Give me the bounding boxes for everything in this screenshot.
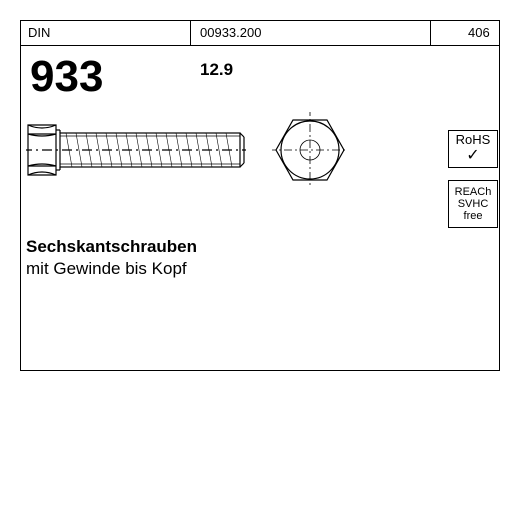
right-frame-line <box>499 46 500 370</box>
header-divider-2 <box>430 20 431 46</box>
header-right-value: 406 <box>468 25 490 40</box>
header-left-label: DIN <box>28 25 50 40</box>
bolt-side-view <box>26 110 246 190</box>
din-number: 933 <box>30 52 103 102</box>
description-line1: Sechskantschrauben <box>26 236 197 258</box>
header-divider-1 <box>190 20 191 46</box>
reach-badge: REACh SVHC free <box>448 180 498 228</box>
left-frame-line <box>20 46 21 370</box>
reach-line2: SVHC <box>458 198 489 210</box>
rohs-badge: RoHS ✓ <box>448 130 498 168</box>
bottom-frame-line <box>20 370 500 371</box>
check-icon: ✓ <box>466 147 479 165</box>
header-mid-value: 00933.200 <box>200 25 261 40</box>
diagram-canvas: DIN 00933.200 406 933 12.9 <box>0 0 520 520</box>
bolt-hex-view <box>272 112 348 188</box>
reach-line1: REACh <box>455 186 492 198</box>
reach-line3: free <box>464 210 483 222</box>
strength-grade: 12.9 <box>200 60 233 80</box>
rohs-label: RoHS <box>456 133 491 147</box>
description-line2: mit Gewinde bis Kopf <box>26 258 197 280</box>
description: Sechskantschrauben mit Gewinde bis Kopf <box>26 236 197 280</box>
